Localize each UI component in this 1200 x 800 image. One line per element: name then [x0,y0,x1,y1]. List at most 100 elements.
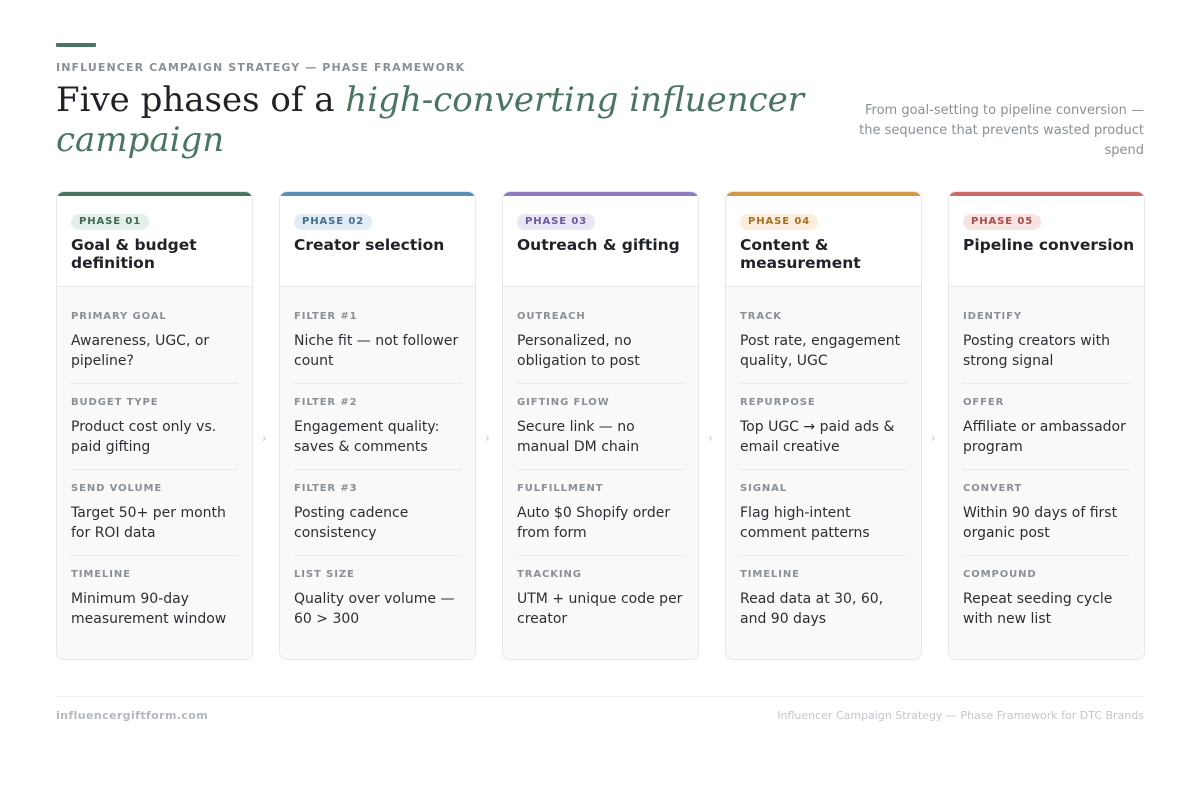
item-divider [740,555,907,556]
phase-item: FULFILLMENT Auto $0 Shopify order from fo… [517,483,684,543]
item-value: Posting cadence consistency [294,505,409,541]
item-divider [71,555,238,556]
item-value: Niche fit — not follower count [294,333,459,369]
item-label: COMPOUND [963,569,1037,580]
item-label: LIST SIZE [294,569,355,580]
footer-site: influencergiftform.com [56,709,209,722]
phase-item: SIGNAL Flag high-intent comment patterns [740,483,907,543]
item-label: SEND VOLUME [71,483,163,494]
item-label: OFFER [963,397,1005,408]
phase-item: FILTER #3 Posting cadence consistency [294,483,461,543]
phase-color-strip [280,192,475,196]
phase-item: TIMELINE Read data at 30, 60, and 90 days [740,569,907,629]
phase-item: SEND VOLUME Target 50+ per month for ROI … [71,483,238,543]
footer-divider [56,696,1144,697]
phase-item: REPURPOSE Top UGC → paid ads & email crea… [740,397,907,457]
item-value: Repeat seeding cycle with new list [963,591,1113,627]
item-value: UTM + unique code per creator [517,591,683,627]
accent-bar [56,43,96,47]
phase-card-3: PHASE 03 Outreach & gifting OUTREACH Person… [502,191,699,660]
item-divider [740,469,907,470]
item-divider [963,555,1130,556]
phase-item: FILTER #2 Engagement quality: saves & com… [294,397,461,457]
phase-title: Creator selection [294,236,445,254]
phase-badge: PHASE 03 [517,214,596,230]
item-value: Quality over volume — 60 > 300 [294,591,455,627]
title-emphasis: high-converting influencer campaign [56,80,805,160]
phase-item: PRIMARY GOAL Awareness, UGC, or pipeline? [71,311,238,371]
item-value: Target 50+ per month for ROI data [71,505,226,541]
phase-card-header: PHASE 03 Outreach & gifting [503,192,698,287]
chevron-right-icon: › [931,431,936,445]
phase-badge: PHASE 02 [294,214,373,230]
item-label: REPURPOSE [740,397,816,408]
item-divider [517,383,684,384]
item-label: FILTER #1 [294,311,358,322]
item-value: Secure link — no manual DM chain [517,419,640,455]
phase-item: COMPOUND Repeat seeding cycle with new li… [963,569,1130,629]
phase-badge: PHASE 04 [740,214,819,230]
page-subtitle: From goal-setting to pipeline conversion… [859,103,1144,158]
chevron-right-icon: › [262,431,267,445]
phase-item: GIFTING FLOW Secure link — no manual DM c… [517,397,684,457]
phase-badge: PHASE 05 [963,214,1042,230]
item-value: Posting creators with strong signal [963,333,1110,369]
chevron-right-icon: › [485,431,490,445]
phase-item: BUDGET TYPE Product cost only vs. paid gi… [71,397,238,457]
phase-title: Outreach & gifting [517,236,680,254]
item-value: Top UGC → paid ads & email creative [740,419,895,455]
item-label: OUTREACH [517,311,586,322]
item-value: Product cost only vs. paid gifting [71,419,217,455]
item-value: Affiliate or ambassador program [963,419,1126,455]
phase-card-header: PHASE 04 Content & measurement [726,192,921,287]
item-value: Auto $0 Shopify order from form [517,505,671,541]
item-label: TIMELINE [71,569,131,580]
phase-item: TIMELINE Minimum 90-day measurement windo… [71,569,238,629]
item-label: IDENTIFY [963,311,1023,322]
phase-card-5: PHASE 05 Pipeline conversion IDENTIFY Posti… [948,191,1145,660]
item-label: SIGNAL [740,483,788,494]
phase-item: OUTREACH Personalized, no obligation to p… [517,311,684,371]
page-title: Five phases of a high-converting influen… [56,80,836,160]
item-value: Post rate, engagement quality, UGC [740,333,901,369]
item-divider [517,469,684,470]
item-value: Read data at 30, 60, and 90 days [740,591,884,627]
item-divider [71,469,238,470]
phase-badge: PHASE 01 [71,214,150,230]
item-label: FULFILLMENT [517,483,604,494]
phase-card-header: PHASE 01 Goal & budget definition [57,192,252,287]
phase-card-header: PHASE 05 Pipeline conversion [949,192,1144,287]
phase-item: LIST SIZE Quality over volume — 60 > 300 [294,569,461,629]
phase-item: TRACK Post rate, engagement quality, UGC [740,311,907,371]
phase-item: TRACKING UTM + unique code per creator [517,569,684,629]
item-divider [963,383,1130,384]
item-label: TIMELINE [740,569,800,580]
phase-card-header: PHASE 02 Creator selection [280,192,475,287]
phase-card-1: PHASE 01 Goal & budget definition PRIMARY … [56,191,253,660]
item-value: Minimum 90-day measurement window [71,591,227,627]
item-label: FILTER #2 [294,397,358,408]
eyebrow-label: INFLUENCER CAMPAIGN STRATEGY — PHASE FRA… [56,61,466,74]
item-value: Flag high-intent comment patterns [740,505,870,541]
phase-item: FILTER #1 Niche fit — not follower count [294,311,461,371]
item-label: CONVERT [963,483,1023,494]
item-divider [740,383,907,384]
item-value: Awareness, UGC, or pipeline? [71,333,210,369]
item-label: GIFTING FLOW [517,397,610,408]
item-divider [294,383,461,384]
item-label: PRIMARY GOAL [71,311,167,322]
phase-color-strip [949,192,1144,196]
phase-title: Goal & budget definition [71,236,197,272]
item-divider [294,555,461,556]
phase-title: Content & measurement [740,236,861,272]
phase-color-strip [503,192,698,196]
phase-color-strip [57,192,252,196]
phase-color-strip [726,192,921,196]
phase-item: CONVERT Within 90 days of first organic p… [963,483,1130,543]
phase-item: IDENTIFY Posting creators with strong sig… [963,311,1130,371]
item-divider [71,383,238,384]
item-label: FILTER #3 [294,483,358,494]
item-label: TRACK [740,311,782,322]
item-label: TRACKING [517,569,582,580]
phase-item: OFFER Affiliate or ambassador program [963,397,1130,457]
